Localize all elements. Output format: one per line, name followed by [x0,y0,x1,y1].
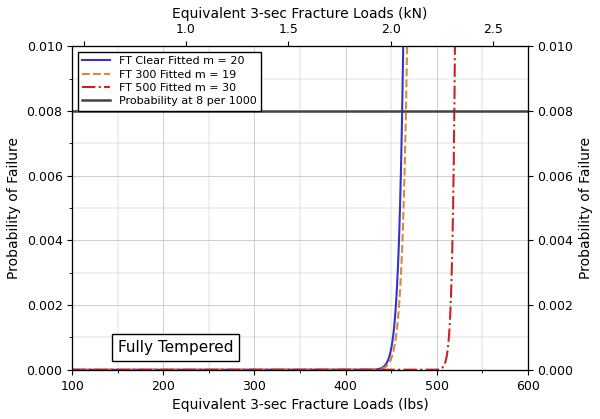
X-axis label: Equivalent 3-sec Fracture Loads (lbs): Equivalent 3-sec Fracture Loads (lbs) [172,398,428,412]
FT 500 Fitted m = 30 [365,367,372,372]
FT 500 Fitted m = 30 [242,367,250,372]
FT 500 Fitted m = 30 [68,367,76,372]
FT Clear Fitted m = 20 [242,367,250,372]
FT 300 Fitted m = 19 [242,367,250,372]
FT 300 Fitted m = 19 [365,367,372,372]
FT 300 Fitted m = 19 [151,367,158,372]
FT 300 Fitted m = 19 [68,367,76,372]
Text: Fully Tempered: Fully Tempered [118,340,233,355]
Y-axis label: Probability of Failure: Probability of Failure [7,137,21,279]
Legend: FT Clear Fitted m = 20, FT 300 Fitted m = 19, FT 500 Fitted m = 30, Probability : FT Clear Fitted m = 20, FT 300 Fitted m … [78,52,261,111]
FT Clear Fitted m = 20 [365,367,372,372]
FT 500 Fitted m = 30 [151,367,158,372]
FT Clear Fitted m = 20 [342,367,349,372]
FT 300 Fitted m = 19 [342,367,349,372]
Y-axis label: Probability of Failure: Probability of Failure [579,137,593,279]
FT 500 Fitted m = 30 [342,367,349,372]
X-axis label: Equivalent 3-sec Fracture Loads (kN): Equivalent 3-sec Fracture Loads (kN) [172,7,428,21]
FT Clear Fitted m = 20 [151,367,158,372]
FT 500 Fitted m = 30 [443,353,451,358]
Line: FT 500 Fitted m = 30: FT 500 Fitted m = 30 [72,0,528,370]
Line: FT Clear Fitted m = 20: FT Clear Fitted m = 20 [72,0,528,370]
Line: FT 300 Fitted m = 19: FT 300 Fitted m = 19 [72,0,528,370]
FT Clear Fitted m = 20 [68,367,76,372]
FT 500 Fitted m = 30 [409,367,416,372]
